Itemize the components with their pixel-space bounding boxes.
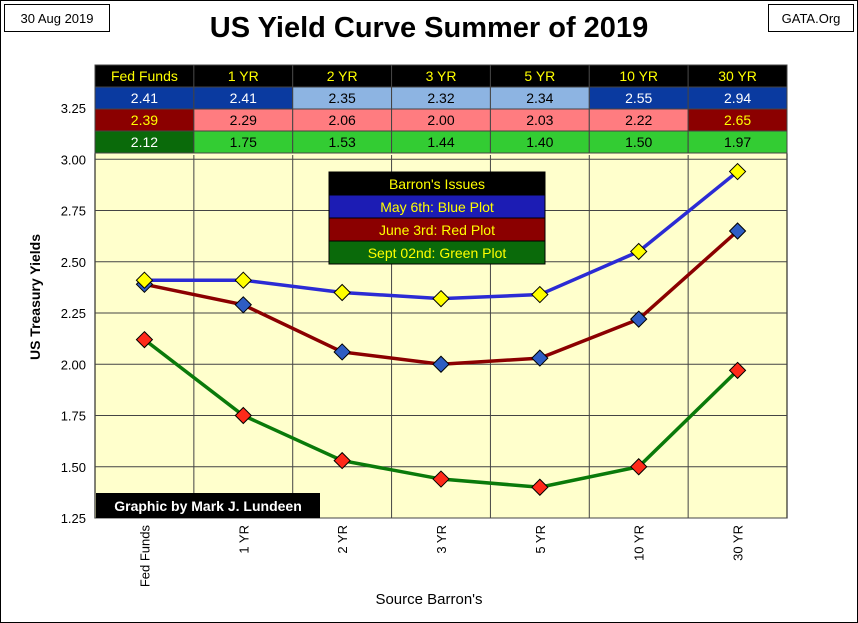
series-marker: [333, 343, 351, 361]
table-value-label: 1.44: [427, 134, 454, 150]
series-marker: [531, 349, 549, 367]
y-tick-label: 1.25: [61, 511, 86, 526]
table-header-label: 1 YR: [228, 68, 259, 84]
table-value-label: 2.29: [230, 112, 257, 128]
series-marker: [728, 222, 747, 240]
x-tick-label: 30 YR: [731, 525, 746, 561]
y-axis-label: US Treasury Yields: [27, 233, 43, 361]
y-tick-label: 2.00: [61, 357, 86, 372]
table-value-label: 2.35: [329, 90, 356, 106]
y-tick-label: 2.25: [61, 306, 86, 321]
table-value-label: 1.97: [724, 134, 751, 150]
table-value-label: 1.53: [329, 134, 356, 150]
series-marker: [432, 355, 450, 373]
y-tick-label: 2.75: [61, 204, 86, 219]
table-value-label: 1.40: [526, 134, 553, 150]
credit-label: Graphic by Mark J. Lundeen: [114, 498, 302, 514]
table-value-label: 2.12: [131, 134, 158, 150]
table-value-label: 2.34: [526, 90, 553, 106]
y-tick-label: 1.50: [61, 460, 86, 475]
credit-box: [96, 493, 320, 518]
legend-title: Barron's Issues: [389, 176, 485, 192]
series-marker: [333, 451, 351, 470]
series-marker: [234, 406, 252, 425]
y-tick-label: 3.25: [61, 101, 86, 116]
series-marker: [432, 289, 450, 308]
series-marker: [531, 478, 549, 496]
series-marker: [630, 242, 648, 261]
table-value-label: 2.22: [625, 112, 652, 128]
table-header-label: 30 YR: [718, 68, 757, 84]
table-header-label: 2 YR: [327, 68, 358, 84]
table-value-label: 1.50: [625, 134, 652, 150]
table-value-label: 2.39: [131, 112, 158, 128]
x-tick-label: Fed Funds: [137, 525, 152, 588]
x-tick-label: 10 YR: [632, 525, 647, 561]
series-marker: [630, 458, 648, 476]
table-value-label: 1.75: [230, 134, 257, 150]
series-marker: [630, 310, 648, 328]
series-marker: [135, 330, 154, 349]
table-value-label: 2.06: [329, 112, 356, 128]
legend-entry-label: June 3rd: Red Plot: [379, 222, 495, 238]
table-value-label: 2.65: [724, 112, 751, 128]
table-value-label: 2.32: [427, 90, 454, 106]
series-marker: [728, 162, 747, 181]
legend-entry-label: Sept 02nd: Green Plot: [368, 245, 507, 261]
x-tick-label: 2 YR: [335, 525, 350, 554]
table-value-label: 2.03: [526, 112, 553, 128]
legend-entry-box: [328, 240, 546, 265]
table-value-label: 2.41: [131, 90, 158, 106]
series-marker: [728, 361, 747, 380]
series-marker: [333, 283, 351, 302]
table-header-label: 10 YR: [619, 68, 658, 84]
table-header-label: Fed Funds: [111, 68, 178, 84]
series-marker: [234, 296, 252, 314]
series-marker: [432, 470, 450, 488]
table-value-label: 2.94: [724, 90, 751, 106]
table-header-label: 5 YR: [524, 68, 555, 84]
date-label: 30 Aug 2019: [4, 4, 110, 32]
site-label: GATA.Org: [768, 4, 854, 32]
table-header-label: 3 YR: [426, 68, 457, 84]
table-value-label: 2.00: [427, 112, 454, 128]
y-tick-label: 3.00: [61, 152, 86, 167]
series-marker: [135, 271, 154, 289]
table-value-label: 2.41: [230, 90, 257, 106]
chart-title: US Yield Curve Summer of 2019: [209, 12, 649, 44]
table-value-label: 2.55: [625, 90, 652, 106]
table-value-cell: [687, 130, 788, 154]
series-marker: [531, 285, 549, 304]
x-axis-label: Source Barron's: [375, 591, 483, 608]
series-marker: [234, 271, 252, 289]
y-tick-label: 2.50: [61, 255, 86, 270]
x-tick-label: 3 YR: [434, 525, 449, 554]
x-tick-label: 1 YR: [236, 525, 251, 554]
x-tick-label: 5 YR: [533, 525, 548, 554]
y-tick-label: 1.75: [61, 409, 86, 424]
legend-entry-label: May 6th: Blue Plot: [380, 199, 494, 215]
